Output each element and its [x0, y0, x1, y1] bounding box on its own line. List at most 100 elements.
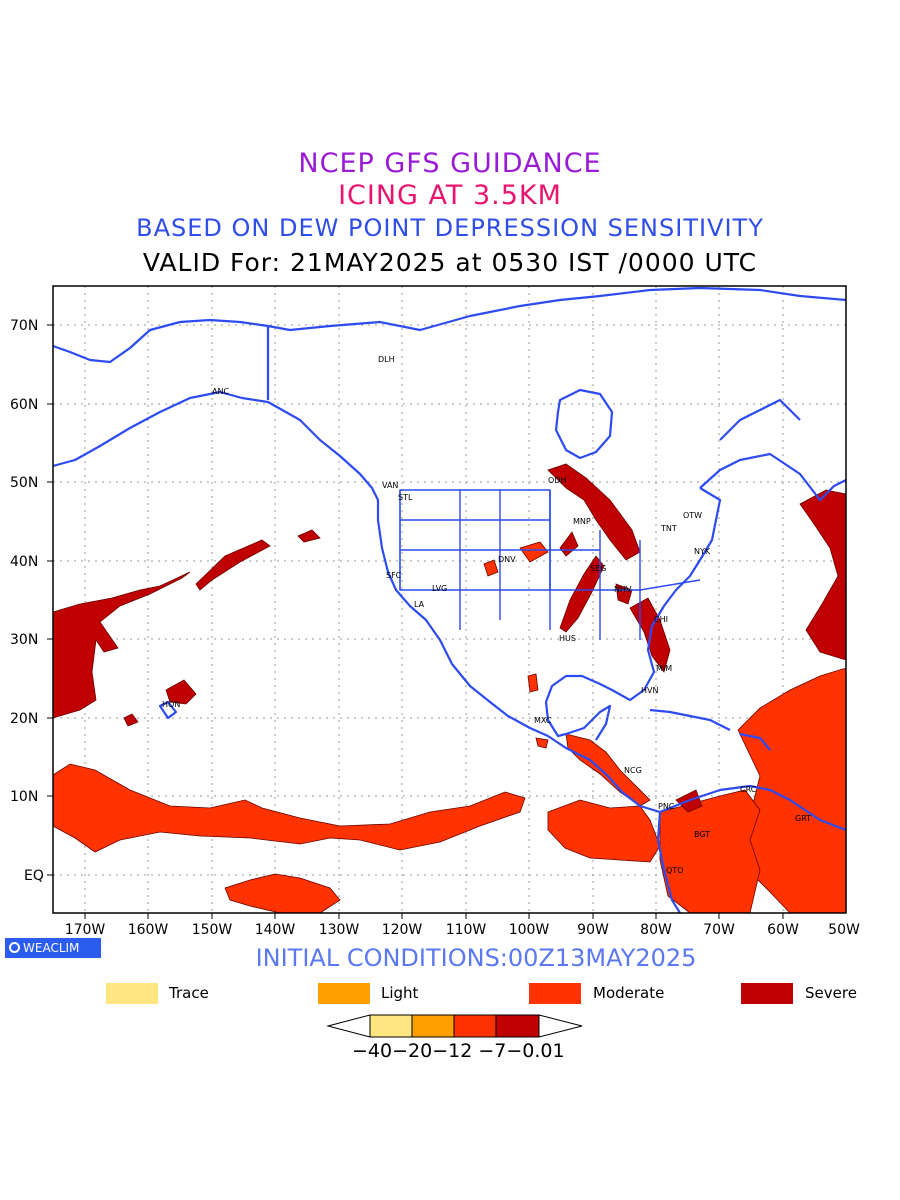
station-otw: OTW [683, 511, 702, 520]
station-ncg: NCG [624, 766, 642, 775]
lon-tick-80w: 80W [640, 922, 672, 938]
lat-axis: 70N 60N 50N 40N 30N 20N 10N EQ [10, 318, 44, 884]
severe-area-carolina [615, 583, 633, 605]
station-mim: MIM [656, 664, 672, 673]
station-van: VAN [382, 481, 398, 490]
station-la: LA [414, 600, 425, 609]
legend-swatch-severe [741, 983, 793, 1004]
lon-tick-90w: 90W [577, 922, 609, 938]
legend-swatch-moderate [529, 983, 581, 1004]
weaclim-logo-icon [9, 942, 20, 953]
lon-tick-170w: 170W [65, 922, 106, 938]
lon-tick-50w: 50W [828, 922, 860, 938]
station-dlh: DLH [378, 355, 395, 364]
station-anc: ANC [212, 387, 229, 396]
lat-tick-70n: 70N [10, 318, 38, 334]
colorbar-labels: −40−20−12 −7−0.01 [352, 1040, 565, 1062]
moderate-area-south-america [659, 789, 761, 913]
lon-tick-100w: 100W [509, 922, 550, 938]
lat-tick-40n: 40N [10, 554, 38, 570]
moderate-area-subtropic [224, 873, 341, 913]
station-seg: SEG [590, 564, 606, 573]
lon-tick-120w: 120W [382, 922, 423, 938]
station-hon: HON [162, 700, 180, 709]
station-crc: CRC [740, 785, 757, 794]
moderate-area-central-america [565, 733, 651, 807]
station-dnv: DNV [498, 555, 516, 564]
station-lvg: LVG [432, 584, 447, 593]
station-odh: ODH [548, 476, 566, 485]
lon-tick-60w: 60W [767, 922, 799, 938]
chart-subtitle-icing: ICING AT 3.5KM [338, 180, 562, 211]
station-tnt: TNT [660, 524, 677, 533]
moderate-area-itcz-east [547, 799, 661, 863]
moderate-area-itcz-west [53, 763, 526, 853]
station-sfc: SFC [386, 571, 402, 580]
lon-tick-marks [84, 913, 784, 919]
station-stl: STL [398, 493, 413, 502]
station-nhv: NHV [614, 585, 632, 594]
weaclim-label: WEACLIM [23, 941, 80, 955]
colorbar-box-2 [411, 1014, 455, 1038]
legend-label-light: Light [381, 984, 419, 1002]
colorbar-right-arrow [538, 1014, 583, 1038]
legend-label-moderate: Moderate [593, 984, 665, 1002]
lon-tick-110w: 110W [446, 922, 487, 938]
lat-tick-50n: 50N [10, 475, 38, 491]
lat-tick-eq: EQ [24, 868, 44, 884]
severe-area-hawaii-2 [123, 713, 139, 727]
lat-tick-20n: 20N [10, 711, 38, 727]
station-hvn: HVN [641, 686, 658, 695]
station-nyk: NYK [694, 547, 711, 556]
lon-axis: 170W 160W 150W 140W 130W 120W 110W 100W … [65, 922, 860, 938]
lat-tick-60n: 60N [10, 397, 38, 413]
colorbar-box-1 [369, 1014, 413, 1038]
station-mnp: MNP [573, 517, 591, 526]
legend-label-severe: Severe [805, 984, 857, 1002]
severe-area-midwest [547, 463, 641, 561]
station-chi: CHI [654, 615, 668, 624]
chart-subtitle-method: BASED ON DEW POINT DEPRESSION SENSITIVIT… [136, 214, 764, 242]
station-bgt: BGT [694, 830, 710, 839]
coastlines [53, 286, 846, 913]
colorbar-left-arrow [326, 1014, 371, 1038]
valid-time: VALID For: 21MAY2025 at 0530 IST /0000 U… [142, 248, 758, 277]
lat-tick-10n: 10N [10, 789, 38, 805]
station-labels: ANC DLH VAN STL ODH MNP TNT OTW NYK DNV … [162, 355, 811, 875]
severe-area-atlantic [799, 489, 846, 661]
lat-tick-marks [47, 324, 53, 876]
station-hus: HUS [559, 634, 576, 643]
icing-areas [53, 463, 846, 913]
lat-tick-30n: 30N [10, 632, 38, 648]
severe-area-hawaii [165, 679, 197, 705]
moderate-area-dnv [519, 541, 549, 563]
station-grt: GRT [795, 814, 811, 823]
severe-area-plains [559, 531, 579, 557]
legend-swatch-light [318, 983, 370, 1004]
severe-area-pacific [53, 571, 191, 719]
legend-label-trace: Trace [169, 984, 209, 1002]
map-frame [52, 285, 847, 914]
initial-conditions: INITIAL CONDITIONS:00Z13MAY2025 [255, 944, 697, 972]
moderate-area-dnv-2 [483, 559, 499, 577]
station-pnc: PNC [658, 802, 675, 811]
colorbar-box-4 [495, 1014, 540, 1038]
chart-title: NCEP GFS GUIDANCE [298, 148, 602, 179]
colorbar [326, 1014, 583, 1038]
weaclim-badge: WEACLIM [5, 938, 101, 958]
severe-area-mississippi [559, 555, 605, 633]
moderate-area-mexico-2 [535, 737, 549, 749]
moderate-area-mexico [527, 673, 539, 693]
severe-area-pacific-2 [195, 539, 271, 591]
lon-tick-150w: 150W [192, 922, 233, 938]
lon-tick-130w: 130W [319, 922, 360, 938]
legend-swatch-trace [106, 983, 158, 1004]
lon-tick-70w: 70W [703, 922, 735, 938]
colorbar-box-3 [453, 1014, 497, 1038]
lon-tick-140w: 140W [255, 922, 296, 938]
station-mxc: MXC [534, 716, 552, 725]
lon-tick-160w: 160W [128, 922, 169, 938]
severe-area-pacific-3 [297, 529, 321, 543]
station-qto: QTO [666, 866, 683, 875]
